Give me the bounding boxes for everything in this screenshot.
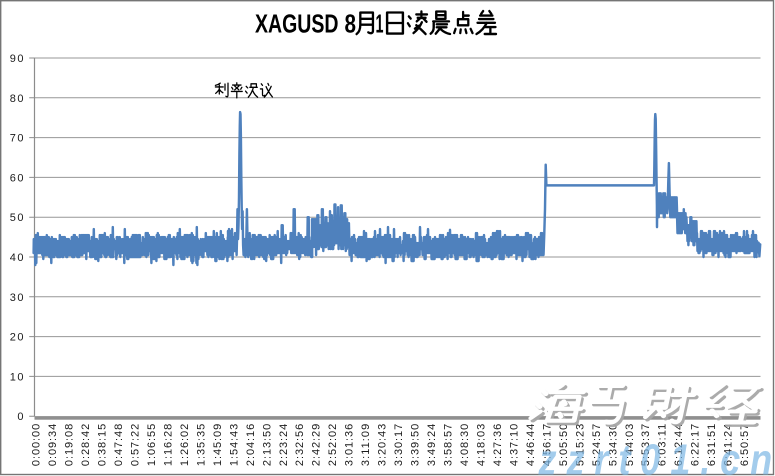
svg-text:30: 30 (10, 292, 24, 304)
svg-text:4:37:10: 4:37:10 (508, 424, 520, 466)
svg-text:6:50:57: 6:50:57 (739, 424, 751, 466)
svg-text:0:28:42: 0:28:42 (80, 424, 92, 466)
svg-text:5:44:03: 5:44:03 (624, 424, 636, 466)
svg-text:5:15:23: 5:15:23 (574, 424, 586, 466)
svg-text:6:22:17: 6:22:17 (690, 424, 702, 466)
svg-text:60: 60 (10, 172, 24, 184)
svg-text:5:34:30: 5:34:30 (607, 424, 619, 466)
svg-text:8: 8 (345, 9, 357, 39)
svg-text:1:16:28: 1:16:28 (162, 424, 174, 466)
svg-text:5:24:57: 5:24:57 (591, 424, 603, 466)
svg-text:0:09:34: 0:09:34 (47, 424, 59, 466)
svg-text:6:12:44: 6:12:44 (673, 424, 685, 466)
svg-text:2:13:50: 2:13:50 (261, 424, 273, 466)
svg-text:2:52:02: 2:52:02 (327, 424, 339, 466)
svg-text:XAGUSD: XAGUSD (255, 9, 339, 39)
svg-text:2:04:16: 2:04:16 (245, 424, 257, 466)
svg-text:0: 0 (17, 411, 23, 423)
svg-text:0:47:48: 0:47:48 (113, 424, 125, 466)
svg-text:2:42:29: 2:42:29 (311, 424, 323, 466)
svg-text:10: 10 (10, 371, 24, 383)
svg-text:1:35:35: 1:35:35 (195, 424, 207, 466)
svg-text:0:57:22: 0:57:22 (130, 424, 142, 466)
svg-text:90: 90 (10, 53, 24, 65)
svg-text:3:11:09: 3:11:09 (360, 424, 372, 466)
svg-text:6:31:51: 6:31:51 (706, 424, 718, 466)
svg-text:1:45:09: 1:45:09 (212, 424, 224, 466)
svg-text:4:27:36: 4:27:36 (492, 424, 504, 466)
svg-text:4:18:03: 4:18:03 (476, 424, 488, 466)
svg-text:3:20:43: 3:20:43 (377, 424, 389, 466)
svg-text:70: 70 (10, 133, 24, 145)
svg-text:3:49:24: 3:49:24 (426, 424, 438, 466)
svg-text:2:23:24: 2:23:24 (278, 424, 290, 466)
svg-text:1: 1 (376, 9, 384, 39)
svg-text:4:08:30: 4:08:30 (459, 424, 471, 466)
svg-text:4:46:44: 4:46:44 (525, 424, 537, 466)
svg-text:1:26:02: 1:26:02 (179, 424, 191, 466)
svg-text:2:32:56: 2:32:56 (294, 424, 306, 466)
svg-text:6:03:11: 6:03:11 (657, 424, 669, 466)
svg-text:0:38:15: 0:38:15 (97, 424, 109, 466)
svg-text:3:39:50: 3:39:50 (410, 424, 422, 466)
svg-text:1:06:55: 1:06:55 (146, 424, 158, 466)
svg-text:20: 20 (10, 332, 24, 344)
svg-text:40: 40 (10, 252, 24, 264)
svg-text:80: 80 (10, 93, 24, 105)
svg-text:0:19:08: 0:19:08 (64, 424, 76, 466)
svg-text:5:53:37: 5:53:37 (640, 424, 652, 466)
svg-text:50: 50 (10, 212, 24, 224)
svg-text:3:01:36: 3:01:36 (344, 424, 356, 466)
svg-text:1:54:43: 1:54:43 (228, 424, 240, 466)
svg-text:0:00:00: 0:00:00 (31, 424, 43, 466)
svg-text:4:56:17: 4:56:17 (541, 424, 553, 466)
svg-text:zzrt01.cn: zzrt01.cn (538, 435, 773, 476)
svg-text:6:41:24: 6:41:24 (723, 424, 735, 466)
svg-text:3:30:17: 3:30:17 (393, 424, 405, 466)
svg-text:3:58:57: 3:58:57 (443, 424, 455, 466)
svg-text:5:05:50: 5:05:50 (558, 424, 570, 466)
